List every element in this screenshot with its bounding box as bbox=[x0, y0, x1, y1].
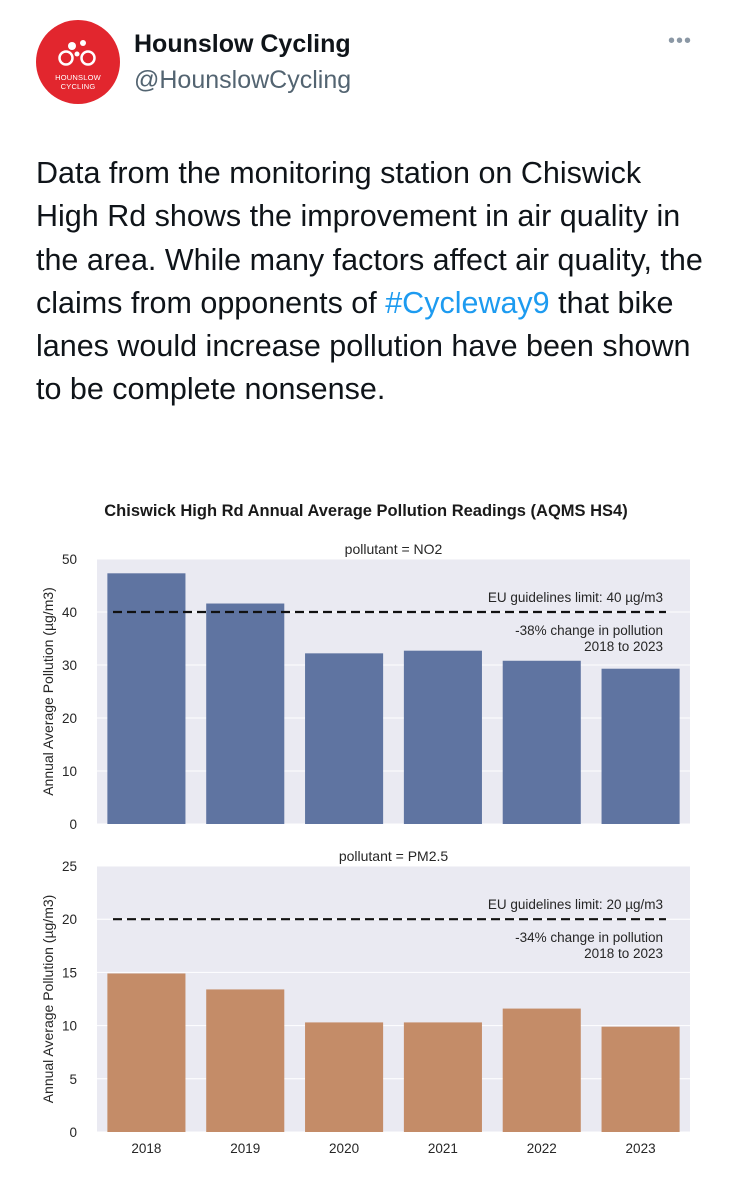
x-tick-label-2022: 2022 bbox=[527, 1141, 557, 1156]
bar-pm25-2023 bbox=[601, 1026, 680, 1132]
x-tick-label-2018: 2018 bbox=[131, 1141, 161, 1156]
bar-no2-2018 bbox=[107, 573, 186, 824]
bar-pm25-2019 bbox=[206, 989, 285, 1132]
change-years-no2: 2018 to 2023 bbox=[584, 639, 663, 654]
bar-no2-2023 bbox=[601, 668, 680, 824]
avatar[interactable]: HOUNSLOW CYCLING bbox=[36, 20, 120, 104]
more-options-icon[interactable]: ••• bbox=[668, 30, 693, 52]
x-tick-label-2023: 2023 bbox=[626, 1141, 656, 1156]
bar-pm25-2018 bbox=[107, 973, 186, 1132]
display-name[interactable]: Hounslow Cycling bbox=[134, 30, 351, 58]
plot-area-no2 bbox=[97, 559, 690, 824]
change-label-pm25: -34% change in pollution bbox=[515, 930, 663, 945]
bar-no2-2021 bbox=[403, 650, 482, 824]
y-tick-label-pm25: 20 bbox=[62, 912, 77, 927]
avatar-text-line2: CYCLING bbox=[60, 82, 96, 91]
plot-area-pm25 bbox=[97, 866, 690, 1132]
y-tick-label-no2: 30 bbox=[62, 658, 77, 673]
bike-logo-icon bbox=[58, 40, 96, 66]
hashtag-link[interactable]: #Cycleway9 bbox=[385, 285, 550, 320]
y-tick-label-no2: 10 bbox=[62, 764, 77, 779]
panel-subtitle-pm25: pollutant = PM2.5 bbox=[339, 848, 449, 864]
user-handle[interactable]: @HounslowCycling bbox=[134, 66, 352, 94]
x-tick-label-2020: 2020 bbox=[329, 1141, 359, 1156]
y-tick-label-no2: 50 bbox=[62, 552, 77, 567]
eu-limit-label-no2: EU guidelines limit: 40 µg/m3 bbox=[488, 590, 663, 605]
y-tick-label-no2: 20 bbox=[62, 711, 77, 726]
y-tick-label-pm25: 0 bbox=[69, 1125, 77, 1140]
bar-pm25-2020 bbox=[305, 1022, 384, 1132]
chart-title: Chiswick High Rd Annual Average Pollutio… bbox=[104, 502, 627, 520]
bar-no2-2022 bbox=[502, 660, 581, 824]
x-tick-label-2021: 2021 bbox=[428, 1141, 458, 1156]
x-tick-label-2019: 2019 bbox=[230, 1141, 260, 1156]
y-tick-label-pm25: 5 bbox=[69, 1072, 77, 1087]
y-axis-label-no2: Annual Average Pollution (µg/m3) bbox=[40, 587, 56, 796]
y-axis-label-pm25: Annual Average Pollution (µg/m3) bbox=[40, 895, 56, 1104]
bar-no2-2020 bbox=[305, 653, 384, 824]
y-tick-label-no2: 40 bbox=[62, 605, 77, 620]
y-tick-label-pm25: 25 bbox=[62, 859, 77, 874]
y-tick-label-pm25: 10 bbox=[62, 1019, 77, 1034]
y-tick-label-pm25: 15 bbox=[62, 965, 77, 980]
y-tick-label-no2: 0 bbox=[69, 817, 77, 832]
avatar-text-line1: HOUNSLOW bbox=[55, 73, 101, 82]
change-years-pm25: 2018 to 2023 bbox=[584, 946, 663, 961]
tweet-text: Data from the monitoring station on Chis… bbox=[36, 152, 706, 412]
panel-subtitle-no2: pollutant = NO2 bbox=[345, 541, 443, 557]
bar-no2-2019 bbox=[206, 603, 285, 824]
eu-limit-label-pm25: EU guidelines limit: 20 µg/m3 bbox=[488, 897, 663, 912]
tweet-text-before: Data from the monitoring station on Chis… bbox=[36, 156, 703, 320]
bar-pm25-2022 bbox=[502, 1008, 581, 1132]
tweet-header: HOUNSLOW CYCLING Hounslow Cycling @Houns… bbox=[0, 0, 733, 120]
pollution-chart: Chiswick High Rd Annual Average Pollutio… bbox=[40, 502, 690, 1156]
change-label-no2: -38% change in pollution bbox=[515, 623, 663, 638]
tweet-text-after: that bike lanes would increase pollution… bbox=[36, 285, 691, 407]
bar-pm25-2021 bbox=[403, 1022, 482, 1132]
